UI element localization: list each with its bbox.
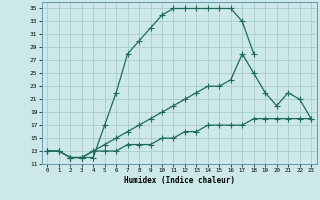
X-axis label: Humidex (Indice chaleur): Humidex (Indice chaleur) — [124, 176, 235, 185]
